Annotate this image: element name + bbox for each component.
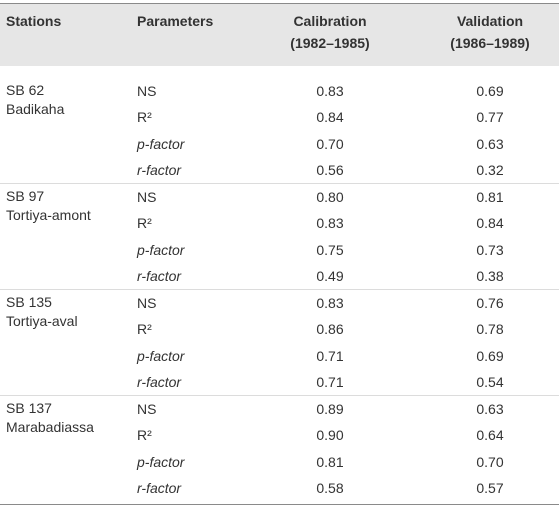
- parameter: p-factor: [137, 241, 185, 258]
- station-name: Badikaha: [6, 101, 65, 117]
- calibration-value: 0.84: [316, 109, 344, 126]
- parameter: NS: [137, 83, 157, 99]
- header-band: [0, 3, 559, 66]
- header-cell: Calibration: [293, 13, 367, 29]
- validation-value: 0.63: [476, 135, 504, 152]
- validation-value: 0.77: [476, 109, 504, 126]
- validation-value: 0.78: [476, 321, 504, 338]
- station-name: Tortiya-amont: [6, 206, 91, 223]
- calibration-value: 0.75: [316, 241, 344, 258]
- group-separator: [0, 183, 559, 185]
- validation-value: 0.69: [476, 83, 504, 99]
- calibration-value: 0.83: [316, 83, 344, 99]
- parameter: R²: [137, 321, 152, 338]
- validation-value: 0.54: [476, 374, 504, 391]
- group-separator: [0, 289, 559, 291]
- calibration-value: 0.58: [316, 480, 344, 497]
- station-code: SB 135: [6, 293, 52, 310]
- validation-value: 0.32: [476, 162, 504, 179]
- validation-value: 0.69: [476, 347, 504, 364]
- calibration-value: 0.81: [316, 453, 344, 470]
- group-separator: [0, 395, 559, 397]
- parameter: r-factor: [137, 268, 182, 285]
- parameter: R²: [137, 215, 152, 232]
- validation-value: 0.38: [476, 268, 504, 285]
- station-name: Marabadiassa: [6, 418, 94, 435]
- parameter: p-factor: [137, 347, 185, 364]
- validation-value: 0.63: [476, 400, 504, 417]
- calibration-value: 0.83: [316, 294, 344, 311]
- validation-value: 0.76: [476, 294, 504, 311]
- header-cell: (1982–1985): [290, 35, 370, 51]
- calibration-value: 0.70: [316, 135, 344, 152]
- table-bottom-rule: [0, 503, 559, 505]
- validation-value: 0.64: [476, 427, 504, 444]
- parameter: p-factor: [137, 135, 185, 152]
- validation-value: 0.81: [476, 188, 504, 205]
- calibration-value: 0.71: [316, 374, 344, 391]
- parameter: R²: [137, 427, 152, 444]
- station-code: SB 97: [6, 187, 45, 204]
- validation-value: 0.84: [476, 215, 504, 232]
- parameter: NS: [137, 400, 157, 417]
- header-cell: (1986–1989): [450, 35, 530, 51]
- calibration-value: 0.86: [316, 321, 344, 338]
- calibration-value: 0.83: [316, 215, 344, 232]
- calibration-value: 0.90: [316, 427, 344, 444]
- validation-value: 0.70: [476, 453, 504, 470]
- parameter: NS: [137, 294, 157, 311]
- parameter: r-factor: [137, 162, 182, 179]
- header-cell: Validation: [456, 13, 524, 29]
- validation-value: 0.73: [476, 241, 504, 258]
- parameter: R²: [137, 109, 152, 126]
- parameter: NS: [137, 188, 157, 205]
- calibration-value: 0.49: [316, 268, 344, 285]
- calibration-value: 0.56: [316, 162, 344, 179]
- parameter: r-factor: [137, 480, 182, 497]
- calibration-value: 0.80: [316, 188, 344, 205]
- calibration-value: 0.71: [316, 347, 344, 364]
- station-code: SB 62: [6, 82, 45, 98]
- station-name: Tortiya-aval: [6, 312, 78, 329]
- parameter: p-factor: [137, 453, 185, 470]
- header-cell: Stations: [6, 13, 62, 29]
- calibration-value: 0.89: [316, 400, 344, 417]
- parameter: r-factor: [137, 374, 182, 391]
- header-cell: Parameters: [137, 13, 214, 29]
- validation-value: 0.57: [476, 480, 504, 497]
- station-code: SB 137: [6, 399, 52, 416]
